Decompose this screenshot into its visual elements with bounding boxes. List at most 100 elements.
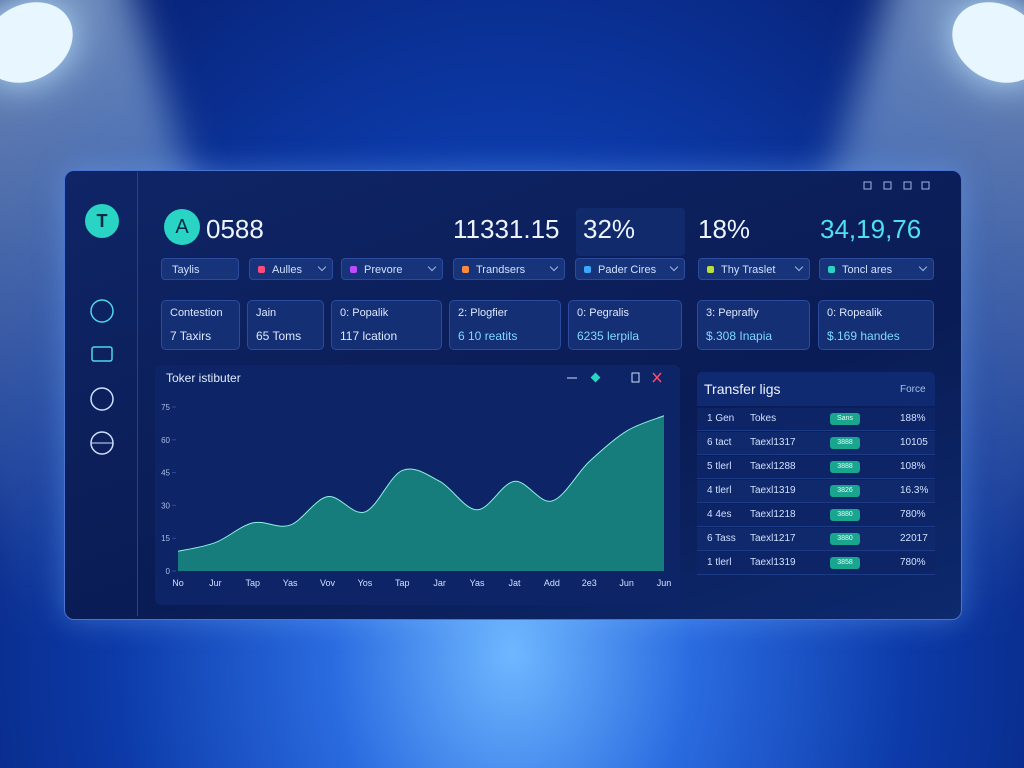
status-badge: 3888 [830, 437, 860, 449]
tool[interactable] [590, 372, 601, 383]
cell: Taexl1288 [750, 461, 796, 472]
status-badge: 3858 [830, 557, 860, 569]
filter-dropdown[interactable]: Trandsers [453, 258, 565, 280]
x-tick-label: Yas [470, 578, 485, 588]
x-tick-label: Jur [209, 578, 222, 588]
table-row: 5 tlerl Taexl1288 3888 108% [697, 456, 935, 479]
cell: Taexl1319 [750, 485, 796, 496]
x-tick-label: Vov [320, 578, 336, 588]
x-tick-label: Tap [395, 578, 410, 588]
filter-dropdown[interactable]: Taylis [161, 258, 239, 280]
sidebar-icons [90, 299, 114, 455]
filter-dropdown[interactable]: Thy Traslet [698, 258, 810, 280]
x-tick-label: Yos [358, 578, 373, 588]
cell: 10105 [900, 437, 928, 448]
cell: 22017 [900, 533, 928, 544]
status-badge: 3880 [830, 509, 860, 521]
cell: 780% [900, 557, 926, 568]
card-value: 65 Toms [256, 329, 302, 343]
sidebar-divider [137, 172, 138, 616]
table-header [697, 372, 935, 406]
stat-card: Contestion 7 Taxirs [161, 300, 240, 350]
cell: 16.3% [900, 485, 929, 496]
y-tick-label: 60 [161, 436, 170, 445]
card-value: 117 lcation [340, 329, 398, 343]
card-title: Jain [256, 307, 277, 319]
card-title: 0: Ropealik [827, 307, 883, 319]
avatar[interactable]: A [164, 209, 200, 245]
filter-icon [828, 266, 835, 273]
card-title: Contestion [170, 307, 223, 319]
nav-icon[interactable] [90, 387, 114, 411]
control[interactable] [883, 181, 892, 190]
filter-dropdown[interactable]: Toncl ares [819, 258, 934, 280]
cell: Tokes [750, 413, 777, 424]
cell: 780% [900, 509, 926, 520]
x-tick-label: Jun [657, 578, 672, 588]
cell: 188% [900, 413, 926, 424]
x-tick-label: Add [544, 578, 560, 588]
y-tick-label: 15 [161, 534, 170, 543]
card-value: $.169 handes [827, 329, 900, 343]
stat-card: 0: Ropealik $.169 handes [818, 300, 934, 350]
tool[interactable] [631, 372, 640, 383]
stat-value: 32% [583, 214, 636, 244]
stat-card: 2: Plogfier 6 10 reatits [449, 300, 561, 350]
table-row: 1 tlerl Taexl1319 3858 780% [697, 552, 935, 575]
area-line [177, 415, 665, 552]
filter-icon [584, 266, 591, 273]
close-tool[interactable] [652, 372, 662, 383]
status-badge: 3888 [830, 461, 860, 473]
stat-card: 3: Peprafly $.308 Inapia [697, 300, 810, 350]
chart-tools [567, 372, 662, 383]
filter-icon [350, 266, 357, 273]
stat-value: 18% [698, 214, 751, 244]
cell: 4 4es [707, 509, 732, 520]
x-tick-label: 2e3 [582, 578, 597, 588]
x-tick-label: Jat [508, 578, 521, 588]
stat-highlight [576, 208, 685, 256]
stat-card: 0: Popalik 117 lcation [331, 300, 442, 350]
card-value: 7 Taxirs [170, 329, 212, 343]
filter-icon [462, 266, 469, 273]
cell: 4 tlerl [707, 485, 732, 496]
stat-value: 11331.15 [453, 214, 560, 244]
nav-icon[interactable] [91, 346, 113, 362]
area [178, 415, 664, 571]
x-tick-label: Jar [433, 578, 446, 588]
filter-icon [707, 266, 714, 273]
x-tick-label: Yas [283, 578, 298, 588]
cell: 6 tact [707, 437, 732, 448]
cell: Taexl1319 [750, 557, 796, 568]
cell: 108% [900, 461, 926, 472]
cell: Taexl1217 [750, 533, 796, 544]
filter-dropdown[interactable]: Pader Cires [575, 258, 685, 280]
logo[interactable]: T [85, 204, 119, 238]
chart-title: Toker istibuter [166, 371, 241, 385]
nav-icon[interactable] [90, 299, 114, 323]
control[interactable] [921, 181, 930, 190]
table-row: 6 Tass Taexl1217 3880 22017 [697, 528, 935, 551]
y-tick-label: 30 [161, 501, 170, 510]
filter-dropdown[interactable]: Aulles [249, 258, 333, 280]
cell: 1 Gen [707, 413, 735, 424]
x-tick-label: Tap [246, 578, 261, 588]
cell: 6 Tass [707, 533, 736, 544]
status-badge: 3826 [830, 485, 860, 497]
stat-value: 34,19,76 [820, 214, 922, 244]
y-tick-label: 75 [161, 403, 170, 412]
filter-dropdown[interactable]: Prevore [341, 258, 443, 280]
stat-value: 0588 [206, 214, 264, 244]
cell: 1 tlerl [707, 557, 732, 568]
table-row: 6 tact Taexl1317 3888 10105 [697, 432, 935, 455]
window-controls [863, 181, 930, 190]
cell: Taexl1317 [750, 437, 796, 448]
table-action[interactable]: Force [900, 384, 926, 395]
control[interactable] [863, 181, 872, 190]
y-tick-label: 45 [161, 469, 170, 478]
stat-card: 0: Pegralis 6235 lerpila [568, 300, 682, 350]
control[interactable] [903, 181, 912, 190]
x-tick-label: Jun [619, 578, 634, 588]
